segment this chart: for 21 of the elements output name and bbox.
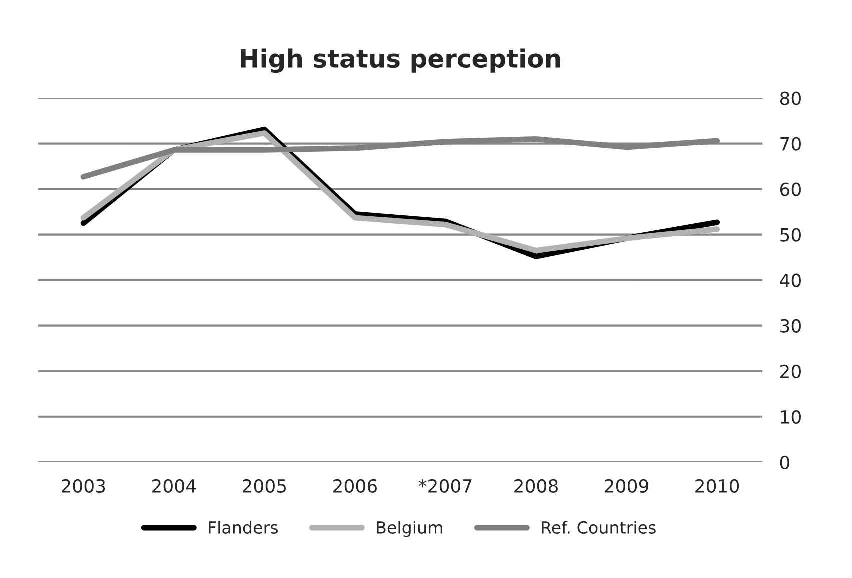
y-tick-label: 50 [780,228,801,242]
chart-title: High status perception [241,48,560,74]
y-tick-label: 10 [781,410,801,424]
y-tick-label: 80 [780,92,801,106]
x-tick-label: 2004 [152,479,196,494]
legend-label: Flanders [209,521,278,534]
legend-label: Ref. Countries [542,521,656,534]
y-tick-label: 60 [780,182,801,196]
y-tick-label: 0 [780,456,790,470]
x-tick-label: 2008 [514,479,558,494]
legend-label: Belgium [377,521,442,538]
y-tick-label: 20 [780,364,801,378]
x-tick-label: 2003 [62,479,106,494]
x-tick-label: 2006 [334,479,378,494]
x-tick-label: *2007 [418,479,472,494]
x-tick-label: 2005 [243,479,286,494]
x-tick-label: 2009 [605,479,648,494]
y-tick-label: 40 [780,274,801,288]
y-tick-label: 70 [780,137,801,151]
y-tick-label: 30 [780,319,801,333]
x-tick-label: 2010 [696,479,740,494]
